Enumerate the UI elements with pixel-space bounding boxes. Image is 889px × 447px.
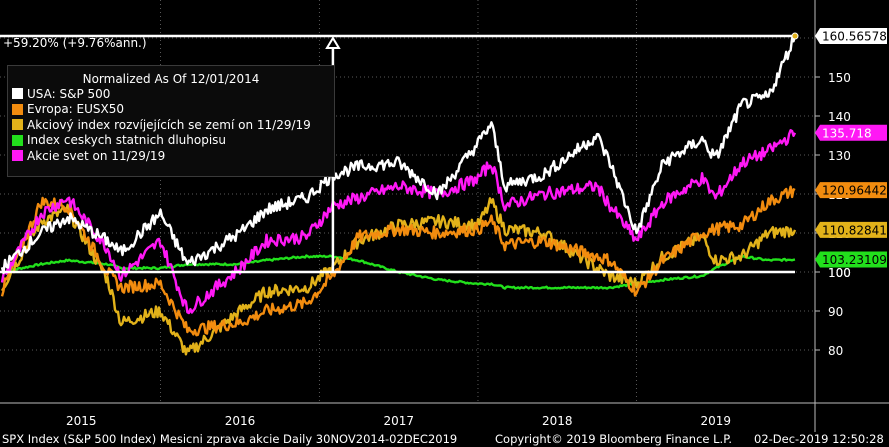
series-line-evropa [0,185,796,337]
end-label-box [815,182,887,199]
footer-bar: SPX Index (S&P 500 Index) Mesicni zprava… [0,432,889,447]
legend-item-usa[interactable]: USA: S&P 500 [8,86,334,102]
x-tick-label: 2017 [383,414,414,428]
x-tick-label: 2019 [700,414,731,428]
legend-label: Akciový index rozvíjejících se zemí on 1… [27,117,311,132]
x-axis: 2015 2016 2017 2018 2019 [0,402,889,428]
legend-item-akcie-svet[interactable]: Akcie svet on 11/29/19 [8,148,334,164]
x-tick-label: 2018 [542,414,573,428]
footer-security: SPX Index (S&P 500 Index) Mesicni zprava… [2,432,458,446]
y-tick-label: 130 [828,149,851,163]
legend: Normalized As Of 12/01/2014 USA: S&P 500… [7,65,335,177]
legend-swatch-usa [12,88,23,100]
legend-label: USA: S&P 500 [27,86,111,101]
y-tick-label: 140 [828,110,851,124]
end-label-text: 120.96442 [822,184,887,198]
end-value-labels: 160.56578 120.96442 110.82841 103.23109 135.… [815,28,887,268]
end-label-text: 160.56578 [822,30,887,44]
end-label-box [815,28,887,45]
end-label-akcie_svet: 135.718 [815,124,887,141]
end-label-usa: 160.56578 [815,28,887,45]
series-layer [0,35,797,356]
y-axis: 8090100110120130140150100 [814,0,851,432]
end-label-text: 103.23109 [822,253,887,267]
legend-label: Akcie svet on 11/29/19 [27,148,166,163]
y-tick-label: 100 [828,266,851,280]
legend-swatch-akcie-svet [12,150,23,162]
end-label-box [815,251,887,268]
end-label-box [815,221,887,238]
end-label-akciovy: 110.82841 [815,221,887,238]
y-tick-label: 90 [828,305,843,319]
legend-label: Evropa: EUSX50 [27,102,124,117]
legend-label: Index ceskych statnich dluhopisu [27,133,227,148]
y-tick-label: 100 [828,266,851,280]
grid-layer [0,0,815,403]
x-tick-label: 2016 [225,414,256,428]
y-tick-label: 150 [828,71,851,85]
end-label-box [815,124,887,141]
end-label-evropa: 120.96442 [815,182,887,199]
legend-swatch-index-cz [12,134,23,146]
legend-swatch-akciovy [12,119,23,131]
gain-arrow-head [325,36,341,50]
end-label-index_cz: 103.23109 [815,251,887,268]
end-label-text: 135.718 [822,126,872,140]
x-tick-label: 2015 [66,414,97,428]
performance-annotation: +59.20% (+9.76%ann.) [3,36,147,50]
legend-title: Normalized As Of 12/01/2014 [82,72,260,86]
end-point-marker [791,32,799,40]
footer-timestamp: 02-Dec-2019 12:50:28 [754,432,884,446]
legend-item-index-cz[interactable]: Index ceskych statnich dluhopisu [8,133,334,149]
series-line-akcie_svet [0,129,797,315]
series-line-usa [0,35,797,275]
legend-item-akciovy[interactable]: Akciový index rozvíjejících se zemí on 1… [8,117,334,133]
legend-item-evropa[interactable]: Evropa: EUSX50 [8,102,334,118]
end-label-text: 110.82841 [822,223,887,237]
y-tick-label: 80 [828,344,843,358]
footer-copyright: Copyright© 2019 Bloomberg Finance L.P. [495,432,732,446]
legend-swatch-evropa [12,103,23,115]
